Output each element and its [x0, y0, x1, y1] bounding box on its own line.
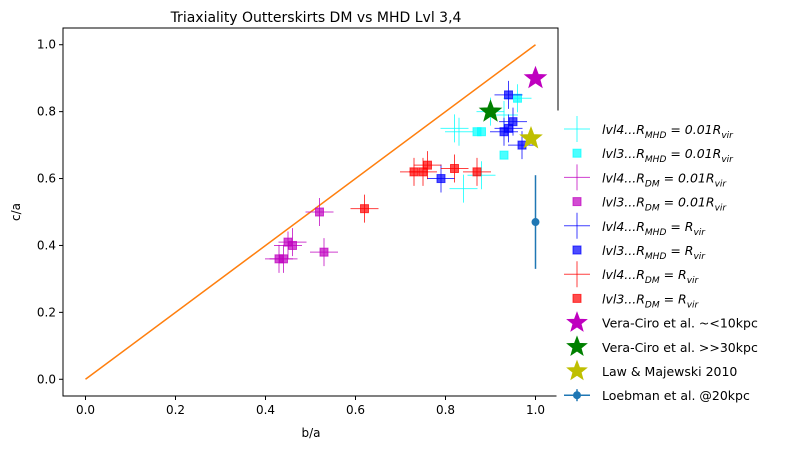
- legend-label-8: Vera-Ciro et al. ~<10kpc: [602, 316, 758, 331]
- data-point-s7-3: [423, 160, 432, 170]
- y-tick-label: 0.8: [37, 105, 56, 119]
- legend-marker-7: [572, 293, 582, 303]
- data-point-s3-5: [319, 247, 329, 257]
- legend-label-1: lvl3...RMHD = 0.01Rvir: [602, 146, 734, 165]
- legend-marker-1: [572, 148, 582, 158]
- legend-label-5: lvl3...RMHD = Rvir: [602, 243, 706, 262]
- legend-label-7: lvl3...RDM = Rvir: [602, 291, 700, 310]
- data-point-s10-0: [519, 125, 543, 149]
- legend-marker-2: [564, 164, 590, 191]
- y-tick-label: 0.2: [37, 305, 56, 319]
- legend-marker-4: [564, 212, 590, 239]
- y-tick-label: 0.0: [37, 372, 56, 386]
- data-point-s5-5: [504, 123, 513, 133]
- data-point-s0-6: [445, 117, 473, 146]
- y-axis-label: c/a: [9, 203, 23, 221]
- legend-marker-6: [564, 261, 590, 288]
- legend-marker-0: [564, 116, 590, 142]
- data-point-s7-4: [450, 164, 459, 174]
- x-tick-label: 0.6: [346, 403, 365, 417]
- data-point-s8-0: [523, 65, 548, 89]
- legend-marker-10: [566, 359, 588, 381]
- data-point-s3-3: [288, 240, 297, 250]
- data-point-s7-5: [472, 167, 482, 177]
- legend-marker-9: [566, 335, 588, 357]
- data-point-s1-1: [477, 127, 486, 137]
- legend-label-2: lvl4...RDM = 0.01Rvir: [602, 170, 727, 189]
- data-point-s7-0: [360, 204, 369, 214]
- legend-label-0: lvl4...RMHD = 0.01Rvir: [602, 122, 734, 141]
- y-tick-label: 0.4: [37, 238, 56, 252]
- data-point-s1-3: [513, 93, 522, 103]
- legend-label-6: lvl4...RDM = Rvir: [602, 267, 700, 286]
- x-tick-label: 0.2: [166, 403, 185, 417]
- legend-box: [556, 110, 790, 402]
- legend-label-10: Law & Majewski 2010: [602, 364, 737, 379]
- plot-area: [85, 44, 548, 380]
- y-tick-label: 0.6: [37, 172, 56, 186]
- data-point-s1-2: [499, 150, 509, 160]
- data-point-s7-1: [409, 167, 419, 177]
- data-point-s0-0: [440, 114, 469, 143]
- x-tick-label: 0.8: [436, 403, 455, 417]
- legend-label-3: lvl3...RDM = 0.01Rvir: [602, 195, 727, 214]
- x-tick-label: 0.4: [256, 403, 275, 417]
- data-point-s5-2: [504, 90, 513, 100]
- legend-marker-11: [564, 389, 590, 402]
- data-point-s11-0: [531, 218, 540, 227]
- x-tick-label: 1.0: [526, 403, 545, 417]
- legend: lvl4...RMHD = 0.01Rvir lvl3...RMHD = 0.01…: [556, 110, 790, 403]
- legend-label-4: lvl4...RMHD = Rvir: [602, 219, 706, 238]
- legend-label-11: Loebman et al. @20kpc: [602, 388, 750, 403]
- legend-marker-3: [572, 197, 582, 207]
- x-axis-label: b/a: [301, 426, 320, 440]
- legend-marker-5: [572, 245, 582, 255]
- axes: 0.0 0.2 0.4 0.6 0.8 1.0 0.0 0.2 0.4 0.6 0.8 1.0: [37, 38, 545, 417]
- x-tick-label: 0.0: [76, 403, 95, 417]
- legend-marker-8: [566, 311, 588, 332]
- data-point-s9-0: [478, 99, 503, 122]
- data-point-s3-1: [279, 254, 288, 264]
- legend-label-9: Vera-Ciro et al. >>30kpc: [602, 340, 758, 355]
- data-point-s0-1: [449, 174, 478, 203]
- data-point-s3-4: [315, 207, 324, 217]
- chart-title: Triaxiality Outterskirts DM vs MHD Lvl 3…: [170, 10, 462, 26]
- y-tick-label: 1.0: [37, 38, 56, 52]
- data-point-s5-0: [436, 174, 446, 184]
